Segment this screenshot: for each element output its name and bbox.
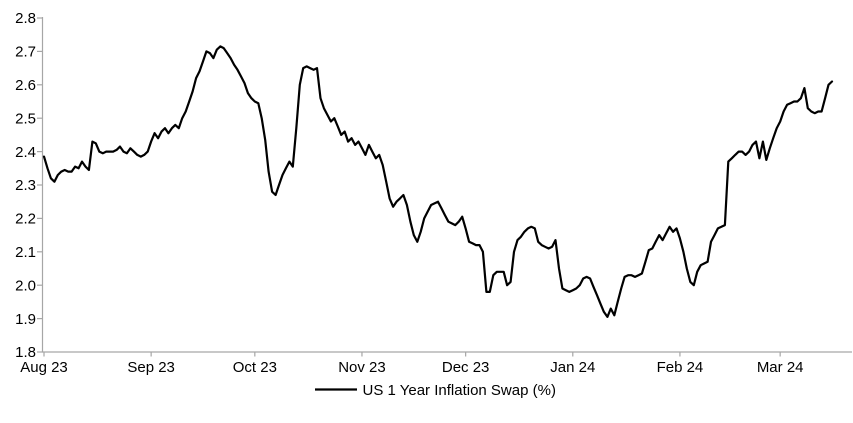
y-tick-label: 2.1 [15,244,36,261]
y-tick-label: 2.6 [15,77,36,94]
y-tick-label: 2.2 [15,211,36,228]
y-tick-label: 2.5 [15,110,36,127]
x-axis: Aug 23 Sep 23 Oct 23 Nov 23 Dec 23 Jan 24 Feb … [20,351,852,376]
x-tick-label: Nov 23 [338,359,386,376]
y-tick-label: 2.3 [15,177,36,194]
y-axis: 1.8 1.9 2.0 2.1 2.2 2.3 2.4 2.5 2.6 2.7 2.8 [15,10,44,361]
y-tick-label: 2.4 [15,144,36,161]
y-tick-label: 2.7 [15,44,36,61]
x-tick-label: Sep 23 [127,359,175,376]
x-tick-label: Jan 24 [550,359,595,376]
x-tick-label: Feb 24 [657,359,704,376]
y-tick-label: 1.9 [15,311,36,328]
y-tick-label: 2.8 [15,10,36,27]
x-tick-label: Aug 23 [20,359,68,376]
x-tick-label: Mar 24 [757,359,804,376]
series-line [42,45,834,318]
legend: US 1 Year Inflation Swap (%) [315,382,556,399]
legend-label: US 1 Year Inflation Swap (%) [363,382,556,399]
y-tick-label: 1.8 [15,344,36,361]
x-tick-label: Oct 23 [233,359,277,376]
y-tick-label: 2.0 [15,277,36,294]
x-tick-label: Dec 23 [442,359,490,376]
